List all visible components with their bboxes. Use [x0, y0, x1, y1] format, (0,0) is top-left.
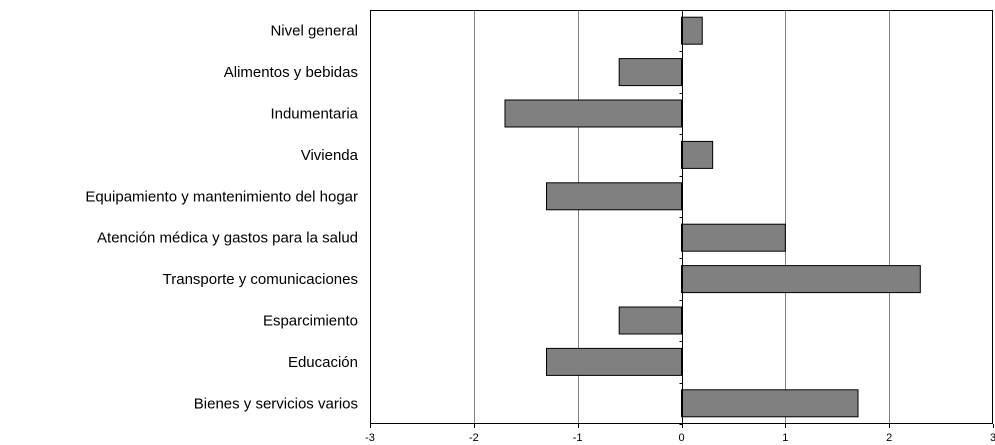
bar	[681, 389, 859, 418]
bar	[546, 182, 682, 211]
category-label: Educación	[288, 354, 358, 371]
bar	[681, 16, 703, 45]
x-tick-label: -1	[573, 432, 583, 444]
bar	[681, 140, 714, 169]
bar	[546, 347, 682, 376]
category-label: Transporte y comunicaciones	[163, 271, 358, 288]
x-tick-label: -3	[365, 432, 375, 444]
x-tick-label: 1	[782, 432, 788, 444]
category-label: Esparcimiento	[263, 313, 358, 330]
category-label: Indumentaria	[270, 106, 358, 123]
category-label: Vivienda	[301, 147, 359, 164]
x-tick-label: 2	[886, 432, 892, 444]
category-label: Nivel general	[270, 23, 358, 40]
x-tick-label: -2	[469, 432, 479, 444]
bar	[504, 99, 682, 128]
bar	[618, 58, 683, 87]
bar	[681, 265, 921, 294]
category-label: Alimentos y bebidas	[224, 64, 358, 81]
x-tick-label: 3	[990, 432, 995, 444]
bar	[681, 223, 786, 252]
category-label: Equipamiento y mantenimiento del hogar	[85, 188, 358, 205]
category-label: Bienes y servicios varios	[194, 395, 358, 412]
bar	[618, 306, 683, 335]
x-tick-label: 0	[678, 432, 684, 444]
category-label: Atención médica y gastos para la salud	[97, 230, 358, 247]
